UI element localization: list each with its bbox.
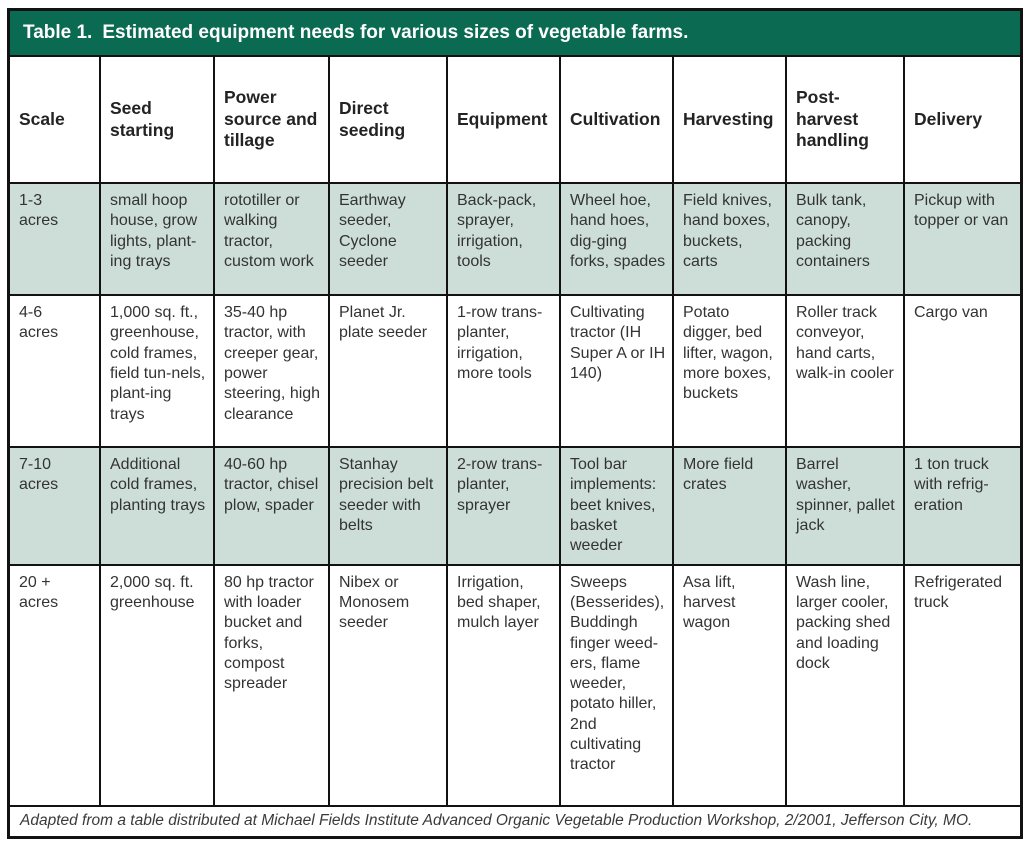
table-cell: 1,000 sq. ft., greenhouse, cold frames, … [99,294,215,448]
table-cell: Cultivating tractor (IH Super A or IH 14… [559,294,674,448]
table-cell: Barrel washer, spinner, pallet jack [785,446,905,566]
column-header-direct-seeding: Direct seeding [328,57,448,184]
table-cell: Cargo van [903,294,1020,448]
table-row-7-10-acres: 7-10 acres Additional cold frames, plant… [10,446,1020,566]
equipment-table-frame: Table 1. Estimated equipment needs for v… [7,8,1023,839]
table-cell: Planet Jr. plate seeder [328,294,448,448]
column-header-scale: Scale [10,57,101,184]
table-title-bar: Table 1. Estimated equipment needs for v… [10,11,1020,57]
table-row-4-6-acres: 4-6 acres 1,000 sq. ft., greenhouse, col… [10,294,1020,448]
table-cell: small hoop house, grow lights, plant-ing… [99,182,215,296]
table-cell: Nibex or Monosem seeder [328,563,448,805]
table-cell: 2,000 sq. ft. greenhouse [99,563,215,805]
header-row: Scale Seed starting Power source and til… [10,57,1020,184]
column-header-cultivation: Cultivation [559,57,674,184]
table-cell: rototiller or walking tractor, custom wo… [213,182,330,296]
table-cell: Bulk tank, canopy, packing containers [785,182,905,296]
column-header-harvesting: Harvesting [672,57,787,184]
table-cell: Irrigation, bed shaper, mulch layer [446,563,561,805]
table-cell: Back-pack, sprayer, irrigation, tools [446,182,561,296]
table-cell: Pickup with topper or van [903,182,1020,296]
table-cell: 35-40 hp tractor, with creeper gear, pow… [213,294,330,448]
table-cell: 1 ton truck with refrig-eration [903,446,1020,566]
table-cell: Refrigerated truck [903,563,1020,805]
column-header-equipment: Equipment [446,57,561,184]
table-cell: Additional cold frames, planting trays [99,446,215,566]
table-title: Estimated equipment needs for various si… [102,22,689,43]
table-cell: 20 + acres [10,563,101,805]
table-cell: Wheel hoe, hand hoes, dig-ging forks, sp… [559,182,674,296]
column-header-power-source: Power source and tillage [213,57,330,184]
equipment-table: Scale Seed starting Power source and til… [10,57,1020,805]
table-row-1-3-acres: 1-3 acres small hoop house, grow lights,… [10,182,1020,296]
table-cell: 40-60 hp tractor, chisel plow, spader [213,446,330,566]
table-cell: Field knives, hand boxes, buckets, carts [672,182,787,296]
table-cell: 7-10 acres [10,446,101,566]
table-cell: Earthway seeder, Cyclone seeder [328,182,448,296]
table-cell: Potato digger, bed lifter, wagon, more b… [672,294,787,448]
table-cell: Wash line, larger cooler, packing shed a… [785,563,905,805]
column-header-seed-starting: Seed starting [99,57,215,184]
table-cell: Roller track conveyor, hand carts, walk-… [785,294,905,448]
table-label: Table 1. [23,22,93,43]
table-cell: 2-row trans-planter, sprayer [446,446,561,566]
table-cell: 1-row trans-planter, irrigation, more to… [446,294,561,448]
table-cell: 80 hp tractor with loader bucket and for… [213,563,330,805]
column-header-post-harvest: Post-harvest handling [785,57,905,184]
table-row-20-plus-acres: 20 + acres 2,000 sq. ft. greenhouse 80 h… [10,563,1020,805]
table-cell: 1-3 acres [10,182,101,296]
table-cell: Stanhay precision belt seeder with belts [328,446,448,566]
table-cell: Asa lift, harvest wagon [672,563,787,805]
table-cell: Sweeps (Besserides), Buddingh finger wee… [559,563,674,805]
table-cell: 4-6 acres [10,294,101,448]
source-footnote: Adapted from a table distributed at Mich… [10,804,1020,836]
table-cell: More field crates [672,446,787,566]
column-header-delivery: Delivery [903,57,1020,184]
table-cell: Tool bar implements: beet knives, basket… [559,446,674,566]
